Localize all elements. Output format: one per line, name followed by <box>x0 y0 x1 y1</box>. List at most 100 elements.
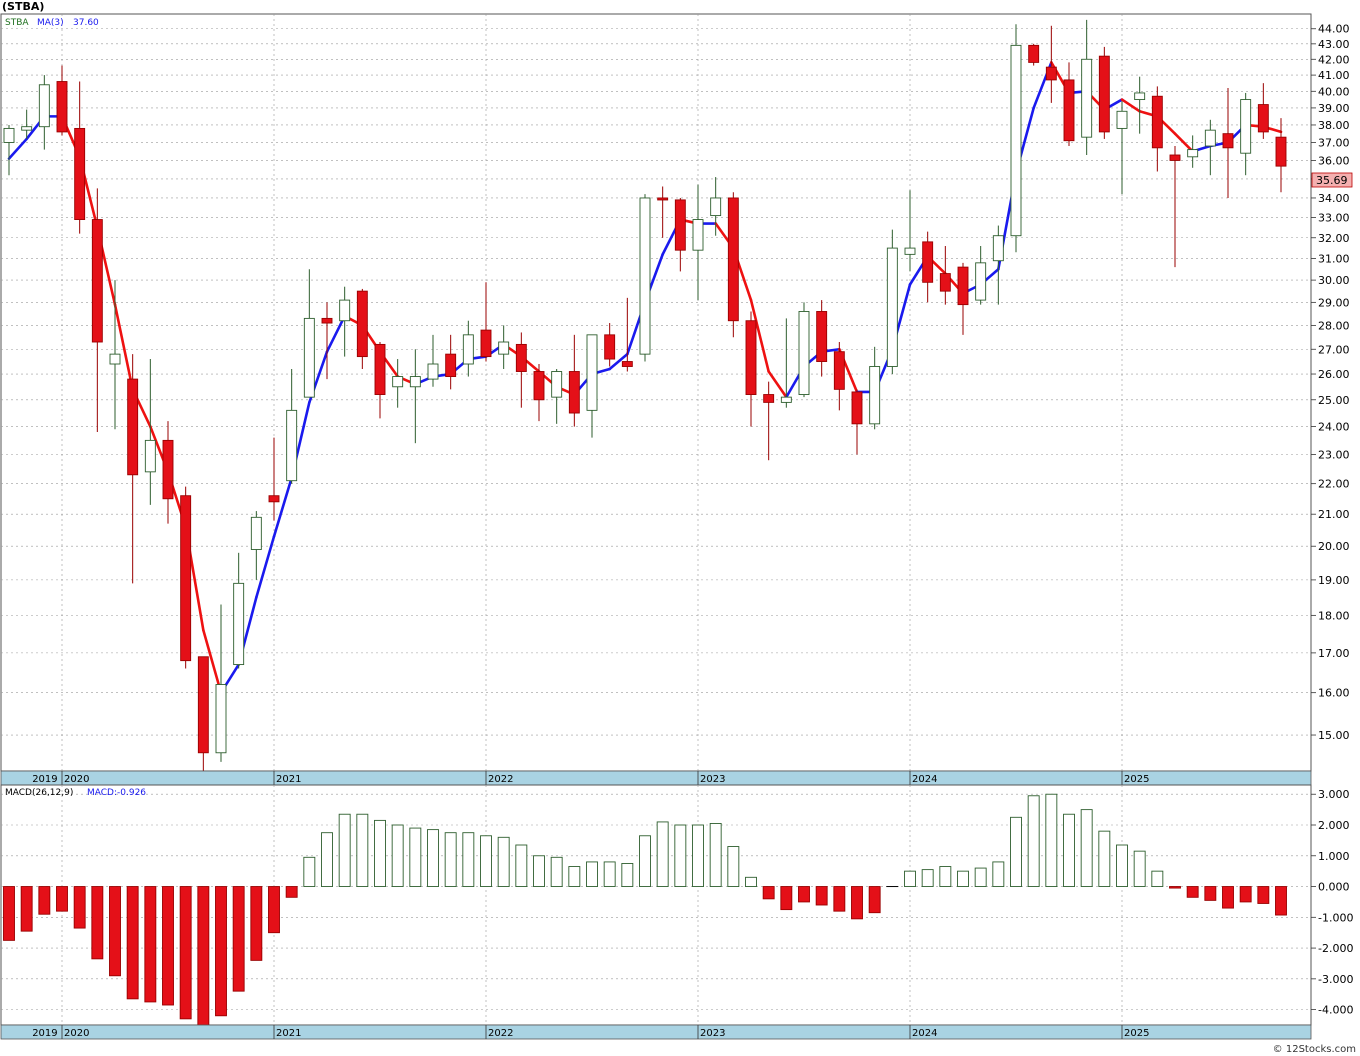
macd-tick-label: -1.000 <box>1318 911 1353 924</box>
price-grid <box>1 14 1311 771</box>
candle <box>56 65 68 136</box>
candle <box>392 359 404 408</box>
candle <box>1257 83 1269 139</box>
candle <box>144 359 156 505</box>
candle-body <box>957 266 969 306</box>
candle-body <box>904 247 916 255</box>
year-label: 2024 <box>912 1028 937 1039</box>
ma-segment <box>1173 132 1194 153</box>
candle-body <box>1151 95 1163 149</box>
candle-body <box>1098 55 1110 133</box>
macd-bar <box>144 886 157 1003</box>
year-label: 2022 <box>488 774 513 785</box>
candle <box>727 192 739 338</box>
year-label: 2019 <box>32 774 57 785</box>
candle <box>798 302 810 398</box>
price-tick-label: 32.00 <box>1318 232 1350 245</box>
candle <box>91 188 103 433</box>
candle-body <box>1222 133 1234 149</box>
year-label: 2023 <box>700 774 725 785</box>
candle-body <box>3 127 15 143</box>
price-tick-label: 24.00 <box>1318 421 1350 434</box>
macd-panel: 3.000 2.000 1.000 0.000 -1.000 -2.000 -3.000 -4… <box>0 784 1353 1027</box>
candle <box>286 368 298 484</box>
macd-bar <box>1010 816 1022 887</box>
candle-body <box>710 197 722 217</box>
ma-segment <box>767 370 788 399</box>
macd-bar <box>904 870 916 887</box>
macd-tick-label: 0.000 <box>1318 881 1350 894</box>
macd-bar <box>3 886 15 941</box>
candle-body <box>1257 104 1269 133</box>
candle <box>233 552 245 669</box>
last-price-box <box>1311 172 1353 188</box>
price-tick-label: 33.00 <box>1318 212 1350 225</box>
macd-tick-label: 1.000 <box>1318 850 1350 863</box>
macd-bar <box>1169 886 1181 889</box>
macd-bar <box>179 886 192 1020</box>
candle <box>710 177 722 236</box>
ma-segment <box>1120 98 1141 113</box>
candle-body <box>127 378 139 476</box>
candle <box>1169 146 1181 268</box>
candle-body <box>1240 99 1252 154</box>
macd-label: MACD(26,12,9) <box>5 788 73 798</box>
page-title: (STBA) <box>2 0 45 13</box>
candle <box>692 184 704 301</box>
candle-body <box>374 343 386 395</box>
candle-body <box>922 241 934 283</box>
candle <box>869 346 881 430</box>
candle <box>1134 76 1146 134</box>
candle <box>1045 25 1057 103</box>
candle <box>1098 46 1110 139</box>
candle-body <box>74 127 86 220</box>
candle-body <box>144 439 156 473</box>
candle-body <box>480 329 492 358</box>
price-tick-label: 31.00 <box>1318 253 1350 266</box>
macd-tick-label: -4.000 <box>1318 1004 1353 1017</box>
price-tick-label: 41.00 <box>1318 69 1350 82</box>
candle-body <box>409 376 421 388</box>
candle <box>1240 92 1252 176</box>
candle <box>21 109 33 139</box>
ma-segment <box>272 476 293 538</box>
macd-bar <box>586 861 598 887</box>
price-tick-label: 42.00 <box>1318 53 1350 66</box>
candle <box>904 190 916 272</box>
price-tick-label: 15.00 <box>1318 729 1350 742</box>
price-tick-label: 28.00 <box>1318 319 1350 332</box>
year-label: 2025 <box>1124 774 1149 785</box>
macd-bar <box>197 886 210 1027</box>
macd-bar <box>639 835 651 887</box>
candle <box>38 75 50 150</box>
candle <box>568 334 580 427</box>
candle-body <box>975 262 987 301</box>
macd-y-axis: 3.000 2.000 1.000 0.000 -1.000 -2.000 -3.000 -4… <box>1311 788 1353 1017</box>
price-tick-label: 27.00 <box>1318 343 1350 356</box>
candle <box>127 354 139 584</box>
candle <box>427 334 439 387</box>
year-label: 2022 <box>488 1028 513 1039</box>
candle-body <box>321 317 333 324</box>
candle-body <box>639 197 651 355</box>
macd-bar <box>480 835 492 887</box>
candle-body <box>233 582 245 666</box>
macd-bar <box>126 886 139 1000</box>
candle <box>109 280 121 430</box>
candle-body <box>727 197 739 322</box>
candle-body <box>286 409 298 482</box>
year-label: 2021 <box>276 774 301 785</box>
ma-segment <box>325 314 346 353</box>
macd-bar <box>409 827 422 887</box>
candle-body <box>586 334 598 411</box>
price-tick-label: 34.00 <box>1318 192 1350 205</box>
candle-body <box>1081 58 1093 138</box>
date-axis-lower: 2019 2020 2021 2022 2023 2024 2025 <box>0 1024 1312 1040</box>
candle-body <box>1169 154 1181 161</box>
candle <box>374 342 386 419</box>
macd-bar <box>38 886 51 915</box>
candle <box>303 269 315 398</box>
ma-segment <box>749 298 770 373</box>
candle <box>74 81 86 234</box>
